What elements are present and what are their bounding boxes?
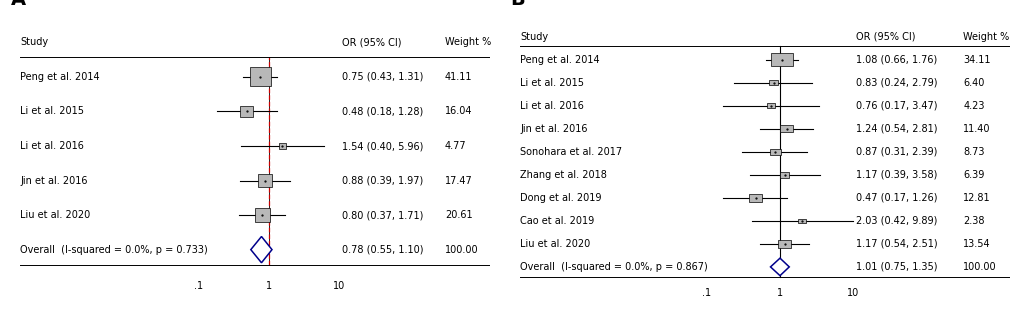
Text: 2.38: 2.38 <box>962 216 983 226</box>
Text: Study: Study <box>520 32 548 42</box>
Text: A: A <box>11 0 26 8</box>
Text: OR (95% CI): OR (95% CI) <box>855 32 914 42</box>
Text: 10: 10 <box>333 281 345 291</box>
Text: Peng et al. 2014: Peng et al. 2014 <box>20 72 100 82</box>
Bar <box>770 53 792 66</box>
Text: 1.54 (0.40, 5.96): 1.54 (0.40, 5.96) <box>341 141 423 151</box>
Text: Liu et al. 2020: Liu et al. 2020 <box>520 239 590 249</box>
Text: 1.01 (0.75, 1.35): 1.01 (0.75, 1.35) <box>855 262 936 272</box>
Text: 1.17 (0.54, 2.51): 1.17 (0.54, 2.51) <box>855 239 936 249</box>
Polygon shape <box>769 258 789 276</box>
Text: 12.81: 12.81 <box>962 193 989 203</box>
Text: 6.39: 6.39 <box>962 170 983 180</box>
Text: 8.73: 8.73 <box>962 147 983 157</box>
Text: OR (95% CI): OR (95% CI) <box>341 37 400 47</box>
Text: 1: 1 <box>775 288 782 298</box>
Text: Li et al. 2015: Li et al. 2015 <box>520 78 584 88</box>
Text: 0.78 (0.55, 1.10): 0.78 (0.55, 1.10) <box>341 245 423 255</box>
Text: 34.11: 34.11 <box>962 55 989 65</box>
Text: .1: .1 <box>194 281 203 291</box>
Text: Liu et al. 2020: Liu et al. 2020 <box>20 210 91 220</box>
Text: 0.47 (0.17, 1.26): 0.47 (0.17, 1.26) <box>855 193 936 203</box>
Text: Overall  (I-squared = 0.0%, p = 0.733): Overall (I-squared = 0.0%, p = 0.733) <box>20 245 208 255</box>
Bar <box>769 149 780 155</box>
Text: 4.77: 4.77 <box>444 141 467 151</box>
Text: 1.17 (0.39, 3.58): 1.17 (0.39, 3.58) <box>855 170 936 180</box>
Text: 0.75 (0.43, 1.31): 0.75 (0.43, 1.31) <box>341 72 423 82</box>
Text: 4.23: 4.23 <box>962 101 983 111</box>
Text: Weight %: Weight % <box>962 32 1009 42</box>
Text: Sonohara et al. 2017: Sonohara et al. 2017 <box>520 147 622 157</box>
Text: 10: 10 <box>846 288 858 298</box>
Text: 1.24 (0.54, 2.81): 1.24 (0.54, 2.81) <box>855 124 936 134</box>
Text: Weight %: Weight % <box>444 37 491 47</box>
Text: Overall  (I-squared = 0.0%, p = 0.867): Overall (I-squared = 0.0%, p = 0.867) <box>520 262 707 272</box>
Text: 17.47: 17.47 <box>444 176 473 186</box>
Bar <box>768 80 777 85</box>
Bar <box>278 143 285 149</box>
Text: 41.11: 41.11 <box>444 72 472 82</box>
Text: Li et al. 2015: Li et al. 2015 <box>20 106 85 116</box>
Text: B: B <box>510 0 525 8</box>
Text: Li et al. 2016: Li et al. 2016 <box>520 101 584 111</box>
Bar <box>258 174 272 187</box>
Bar <box>250 68 270 86</box>
Text: 1: 1 <box>266 281 272 291</box>
Text: Jin et al. 2016: Jin et al. 2016 <box>520 124 587 134</box>
Text: 6.40: 6.40 <box>962 78 983 88</box>
Bar <box>798 219 805 223</box>
Text: 100.00: 100.00 <box>962 262 996 272</box>
Text: 0.76 (0.17, 3.47): 0.76 (0.17, 3.47) <box>855 101 936 111</box>
Bar <box>748 194 761 202</box>
Text: Peng et al. 2014: Peng et al. 2014 <box>520 55 599 65</box>
Text: Dong et al. 2019: Dong et al. 2019 <box>520 193 601 203</box>
Bar <box>239 106 253 117</box>
Text: Cao et al. 2019: Cao et al. 2019 <box>520 216 594 226</box>
Bar <box>777 240 791 248</box>
Text: .1: .1 <box>701 288 710 298</box>
Bar <box>780 125 792 133</box>
Bar <box>780 172 789 177</box>
Bar <box>766 103 774 108</box>
Text: Jin et al. 2016: Jin et al. 2016 <box>20 176 88 186</box>
Text: 0.83 (0.24, 2.79): 0.83 (0.24, 2.79) <box>855 78 936 88</box>
Text: 0.88 (0.39, 1.97): 0.88 (0.39, 1.97) <box>341 176 423 186</box>
Text: 2.03 (0.42, 9.89): 2.03 (0.42, 9.89) <box>855 216 936 226</box>
Bar <box>255 208 269 222</box>
Text: 100.00: 100.00 <box>444 245 478 255</box>
Text: 16.04: 16.04 <box>444 106 472 116</box>
Text: 13.54: 13.54 <box>962 239 989 249</box>
Polygon shape <box>251 236 272 263</box>
Text: 0.87 (0.31, 2.39): 0.87 (0.31, 2.39) <box>855 147 936 157</box>
Text: 11.40: 11.40 <box>962 124 989 134</box>
Text: 0.80 (0.37, 1.71): 0.80 (0.37, 1.71) <box>341 210 423 220</box>
Text: 0.48 (0.18, 1.28): 0.48 (0.18, 1.28) <box>341 106 423 116</box>
Text: 1.08 (0.66, 1.76): 1.08 (0.66, 1.76) <box>855 55 935 65</box>
Text: 20.61: 20.61 <box>444 210 472 220</box>
Text: Li et al. 2016: Li et al. 2016 <box>20 141 85 151</box>
Text: Zhang et al. 2018: Zhang et al. 2018 <box>520 170 606 180</box>
Text: Study: Study <box>20 37 49 47</box>
